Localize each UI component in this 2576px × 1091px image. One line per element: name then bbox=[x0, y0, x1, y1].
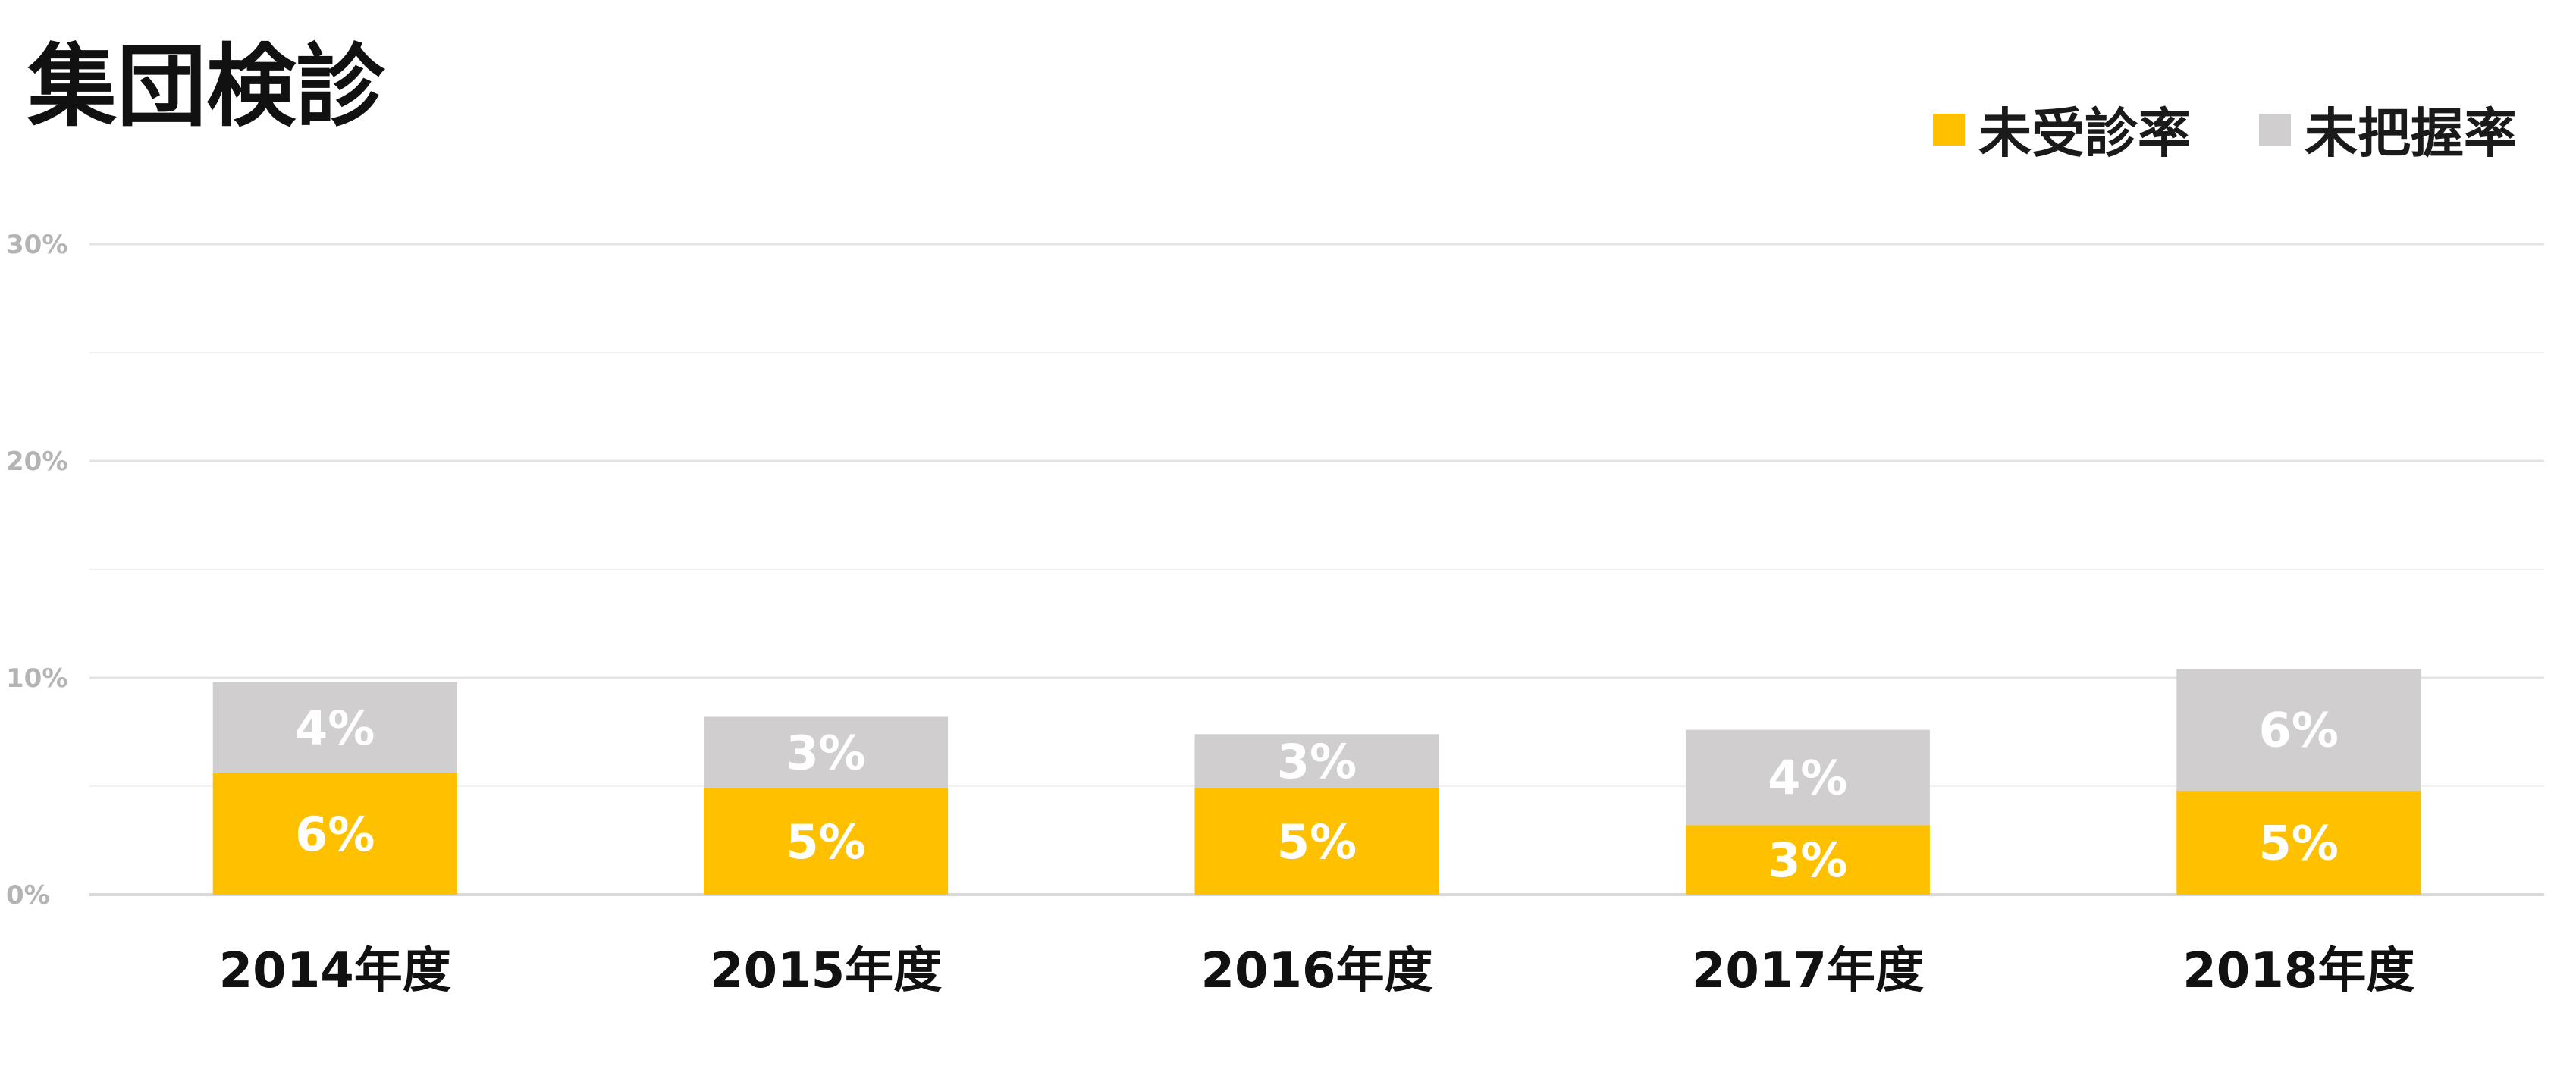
bar-unknown bbox=[1194, 734, 1439, 788]
legend-item-unexamined: 未受診率 bbox=[1933, 91, 2191, 168]
bar-unexamined bbox=[704, 788, 949, 895]
category-label: 2018年度 bbox=[2182, 943, 2414, 999]
chart-title: 集団検診 bbox=[27, 34, 386, 139]
data-label: 5% bbox=[1277, 814, 1357, 870]
y-tick-label: 10% bbox=[6, 663, 67, 694]
bar-unknown bbox=[2176, 669, 2421, 791]
bar-unexamined bbox=[1194, 788, 1439, 895]
legend-label-unknown: 未把握率 bbox=[2305, 102, 2517, 165]
bar-unknown bbox=[212, 682, 457, 773]
data-label: 5% bbox=[786, 814, 865, 870]
bar-unexamined bbox=[1685, 825, 1930, 895]
data-label: 3% bbox=[1768, 832, 1847, 888]
legend-swatch-unknown bbox=[2259, 113, 2291, 146]
legend: 未受診率 未把握率 bbox=[1865, 91, 2517, 168]
category-label: 2014年度 bbox=[219, 943, 451, 999]
bar-unexamined bbox=[2176, 790, 2421, 895]
data-label: 6% bbox=[295, 807, 375, 862]
data-label: 3% bbox=[1277, 734, 1357, 789]
legend-swatch-unexamined bbox=[1933, 113, 1965, 146]
y-tick-label: 30% bbox=[6, 230, 67, 260]
data-label: 4% bbox=[1768, 751, 1847, 806]
legend-label-unexamined: 未受診率 bbox=[1978, 102, 2191, 165]
category-label: 2016年度 bbox=[1200, 943, 1432, 999]
category-label: 2015年度 bbox=[710, 943, 942, 999]
bar-unknown bbox=[704, 716, 949, 788]
y-tick-label: 20% bbox=[6, 447, 67, 477]
data-label: 3% bbox=[786, 726, 865, 781]
y-tick-label: 0% bbox=[6, 880, 50, 911]
bar-unexamined bbox=[212, 773, 457, 895]
bar-unknown bbox=[1685, 729, 1930, 826]
data-label: 5% bbox=[2259, 815, 2339, 870]
category-label: 2017年度 bbox=[1692, 943, 1924, 999]
data-label: 4% bbox=[295, 701, 375, 756]
data-label: 6% bbox=[2259, 703, 2339, 758]
legend-item-unknown: 未把握率 bbox=[2259, 91, 2517, 168]
